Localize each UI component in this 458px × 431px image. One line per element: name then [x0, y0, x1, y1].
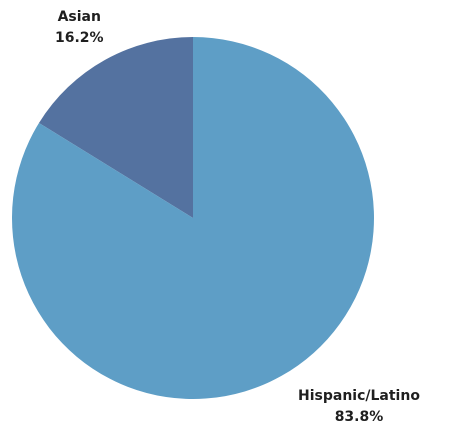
pie-slice-hispanic-latino — [11, 37, 374, 399]
slice-label-hispanic-latino: Hispanic/Latino 83.8% — [298, 386, 420, 428]
pie-slice-asian — [38, 37, 193, 218]
slice-name-hispanic-latino: Hispanic/Latino — [298, 388, 420, 404]
slice-label-asian: Asian 16.2% — [55, 7, 104, 49]
slice-percent-asian: 16.2% — [55, 30, 104, 46]
slice-percent-hispanic-latino: 83.8% — [334, 409, 384, 425]
slice-name-asian: Asian — [57, 9, 101, 25]
